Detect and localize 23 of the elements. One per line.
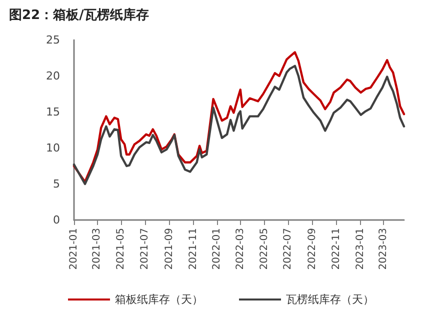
x-tick-label: 2021-09 <box>164 228 175 270</box>
y-tick-label: 5 <box>53 178 60 190</box>
x-tick-label: 2021-03 <box>92 228 103 270</box>
x-tick-label: 2022-03 <box>234 228 246 270</box>
x-tick-label: 2021-07 <box>140 228 151 270</box>
x-tick-label: 2023-01 <box>354 228 366 270</box>
y-tick-label: 15 <box>46 106 60 118</box>
x-tick-label: 2022-09 <box>307 228 318 270</box>
legend-label: 瓦楞纸库存（天） <box>286 293 374 306</box>
y-tick-label: 25 <box>46 34 60 46</box>
x-tick-label: 2022-11 <box>331 228 342 270</box>
x-tick-label: 2021-05 <box>116 228 127 270</box>
x-tick-label: 2022-01 <box>212 228 223 270</box>
y-tick-label: 10 <box>46 142 60 154</box>
chart-title: 图22：箱板/瓦楞纸库存 <box>9 7 149 23</box>
x-tick-label: 2021-01 <box>68 228 80 270</box>
x-tick-label: 2023-03 <box>378 228 390 270</box>
x-tick-label: 2021-11 <box>188 228 199 270</box>
x-tick-label: 2022-05 <box>258 228 270 270</box>
x-tick-label: 2022-07 <box>282 228 294 270</box>
y-tick-label: 0 <box>53 214 60 226</box>
y-tick-label: 20 <box>46 70 60 82</box>
legend-label: 箱板纸库存（天） <box>115 293 203 306</box>
